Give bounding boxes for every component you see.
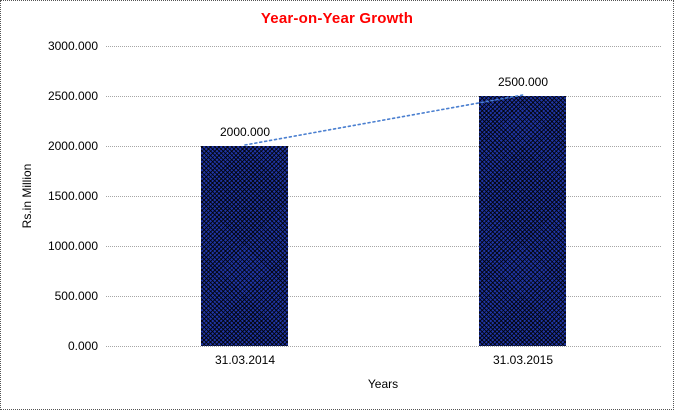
gridline	[106, 296, 661, 297]
y-axis-tick-label: 1500.000	[47, 189, 98, 203]
gridline	[106, 346, 661, 347]
x-axis-tick-label-2014: 31.03.2014	[214, 353, 276, 367]
gridline	[106, 46, 661, 47]
x-axis-title: Years	[367, 377, 399, 391]
data-label-2014: 2000.000	[219, 125, 271, 139]
y-axis-tick-label: 1000.000	[47, 239, 98, 253]
y-axis-tick-label: 0.000	[67, 339, 98, 353]
gridline	[106, 96, 661, 97]
y-axis-tick-label: 2000.000	[47, 139, 98, 153]
gridline	[106, 196, 661, 197]
y-axis-tick-label: 2500.000	[47, 89, 98, 103]
y-axis-tick-labels: 3000.000 2500.000 2000.000 1500.000 1000…	[1, 39, 98, 353]
chart-title: Year-on-Year Growth	[260, 10, 414, 27]
gridline	[106, 146, 661, 147]
y-axis-tick-label: 3000.000	[47, 39, 98, 53]
y-axis-tick-label: 500.000	[54, 289, 98, 303]
plot-area: 2000.000 2500.000 31.03.2014 31.03.2015	[106, 46, 661, 367]
x-axis-tick-label-2015: 31.03.2015	[492, 353, 554, 367]
bar-31-03-2015	[479, 96, 566, 346]
gridline	[106, 246, 661, 247]
data-label-2015: 2500.000	[497, 75, 549, 89]
bar-31-03-2014	[201, 146, 288, 346]
